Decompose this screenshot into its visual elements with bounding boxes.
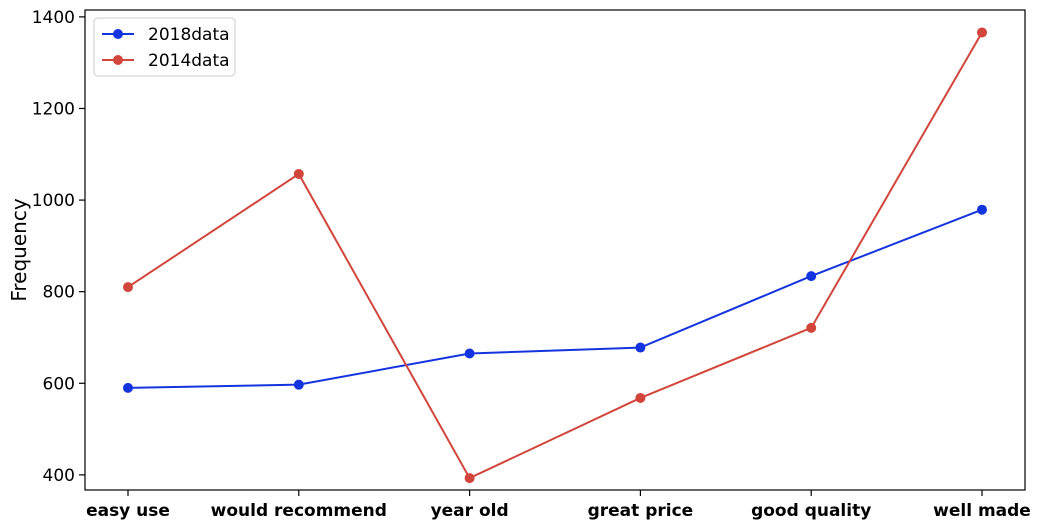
- series-line-2018data: [127, 208, 983, 389]
- data-point-2018data: [635, 342, 646, 353]
- legend-label: 2018data: [148, 25, 230, 45]
- series-line-2014data: [127, 31, 983, 480]
- series-layer: [123, 27, 987, 484]
- y-tick-label: 1400: [32, 8, 75, 28]
- x-tick-label: easy use: [86, 501, 170, 521]
- legend-marker-2014data: [113, 55, 123, 65]
- x-tick-label: good quality: [751, 501, 871, 521]
- data-point-2018data: [977, 204, 987, 215]
- data-point-2014data: [123, 282, 133, 293]
- legend-label: 2014data: [148, 51, 230, 71]
- data-point-2018data: [464, 348, 475, 359]
- data-point-2014data: [977, 27, 987, 38]
- y-tick-label: 400: [43, 466, 75, 486]
- data-point-2018data: [123, 382, 133, 393]
- data-point-2014data: [635, 392, 646, 403]
- data-point-2014data: [464, 473, 475, 484]
- legend-box: [93, 17, 236, 77]
- y-tick-label: 1200: [32, 99, 75, 119]
- data-point-2014data: [293, 168, 304, 179]
- y-axis-ticks: 400 600 800 1000 1200 1400: [32, 8, 85, 486]
- x-tick-label: great price: [588, 501, 694, 521]
- legend-marker-2018data: [113, 29, 123, 39]
- y-axis-title: Frequency: [7, 198, 31, 301]
- x-tick-label: would recommend: [211, 501, 387, 521]
- y-tick-label: 800: [43, 283, 75, 303]
- y-tick-label: 1000: [32, 191, 75, 211]
- data-point-2018data: [806, 271, 817, 282]
- x-tick-label: well made: [933, 501, 1031, 521]
- plot-area-frame: [84, 9, 1026, 491]
- x-axis-ticks: easy use would recommend year old great pri…: [86, 490, 1031, 521]
- x-tick-label: year old: [431, 501, 509, 521]
- legend: 2018data 2014data: [93, 17, 236, 77]
- y-tick-label: 600: [43, 374, 75, 394]
- data-point-2018data: [293, 379, 304, 390]
- data-point-2014data: [806, 322, 817, 333]
